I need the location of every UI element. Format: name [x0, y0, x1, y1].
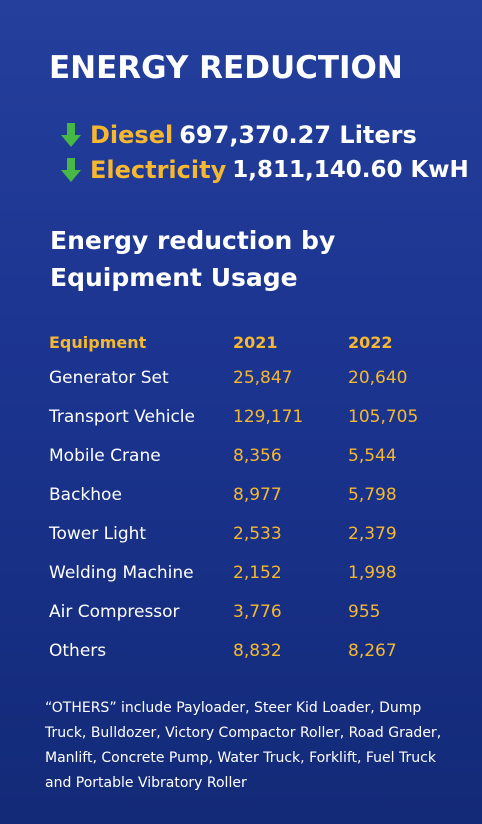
section-subtitle: Energy reduction by Equipment Usage	[50, 226, 336, 292]
table-row: Others 8,832 8,267	[49, 631, 448, 670]
table-row: Backhoe 8,977 5,798	[49, 475, 448, 514]
diesel-value: 697,370.27 Liters	[179, 121, 417, 149]
value-2021: 25,847	[233, 367, 293, 388]
value-2021: 8,977	[233, 484, 282, 505]
value-2021: 8,832	[233, 640, 282, 661]
value-2021: 3,776	[233, 601, 282, 622]
table-row: Transport Vehicle 129,171 105,705	[49, 397, 448, 436]
table-header-row: Equipment 2021 2022	[49, 326, 448, 358]
value-2022: 5,798	[348, 484, 397, 505]
equipment-name: Backhoe	[49, 484, 122, 505]
electricity-stat: Electricity 1,811,140.60 KwH	[60, 156, 469, 184]
down-arrow-icon	[61, 123, 81, 147]
value-2022: 20,640	[348, 367, 408, 388]
value-2022: 955	[348, 601, 381, 622]
equipment-name: Mobile Crane	[49, 445, 161, 466]
value-2021: 129,171	[233, 406, 304, 427]
value-2021: 2,152	[233, 562, 282, 583]
table-row: Mobile Crane 8,356 5,544	[49, 436, 448, 475]
equipment-name: Transport Vehicle	[49, 406, 195, 427]
table-row: Generator Set 25,847 20,640	[49, 358, 448, 397]
equipment-name: Generator Set	[49, 367, 169, 388]
value-2022: 8,267	[348, 640, 397, 661]
others-footnote: “OTHERS” include Payloader, Steer Kid Lo…	[45, 700, 442, 791]
header-2021: 2021	[233, 332, 278, 352]
header-equipment: Equipment	[49, 332, 147, 352]
table-row: Welding Machine 2,152 1,998	[49, 553, 448, 592]
equipment-name: Tower Light	[49, 523, 147, 544]
down-arrow-icon	[61, 158, 81, 182]
equipment-name: Welding Machine	[49, 562, 194, 583]
value-2021: 8,356	[233, 445, 282, 466]
table-row: Tower Light 2,533 2,379	[49, 514, 448, 553]
header-2022: 2022	[348, 332, 393, 352]
diesel-label: Diesel	[90, 121, 174, 149]
value-2022: 2,379	[348, 523, 397, 544]
equipment-usage-table: Equipment 2021 2022 Generator Set 25,847…	[49, 326, 448, 670]
diesel-stat: Diesel 697,370.27 Liters	[60, 121, 417, 149]
value-2022: 1,998	[348, 562, 397, 583]
value-2022: 105,705	[348, 406, 419, 427]
page-title: ENERGY REDUCTION	[49, 50, 403, 86]
value-2022: 5,544	[348, 445, 397, 466]
electricity-label: Electricity	[90, 156, 227, 184]
value-2021: 2,533	[233, 523, 282, 544]
electricity-value: 1,811,140.60 KwH	[232, 157, 469, 183]
equipment-name: Air Compressor	[49, 601, 180, 622]
equipment-name: Others	[49, 640, 107, 661]
table-row: Air Compressor 3,776 955	[49, 592, 448, 631]
